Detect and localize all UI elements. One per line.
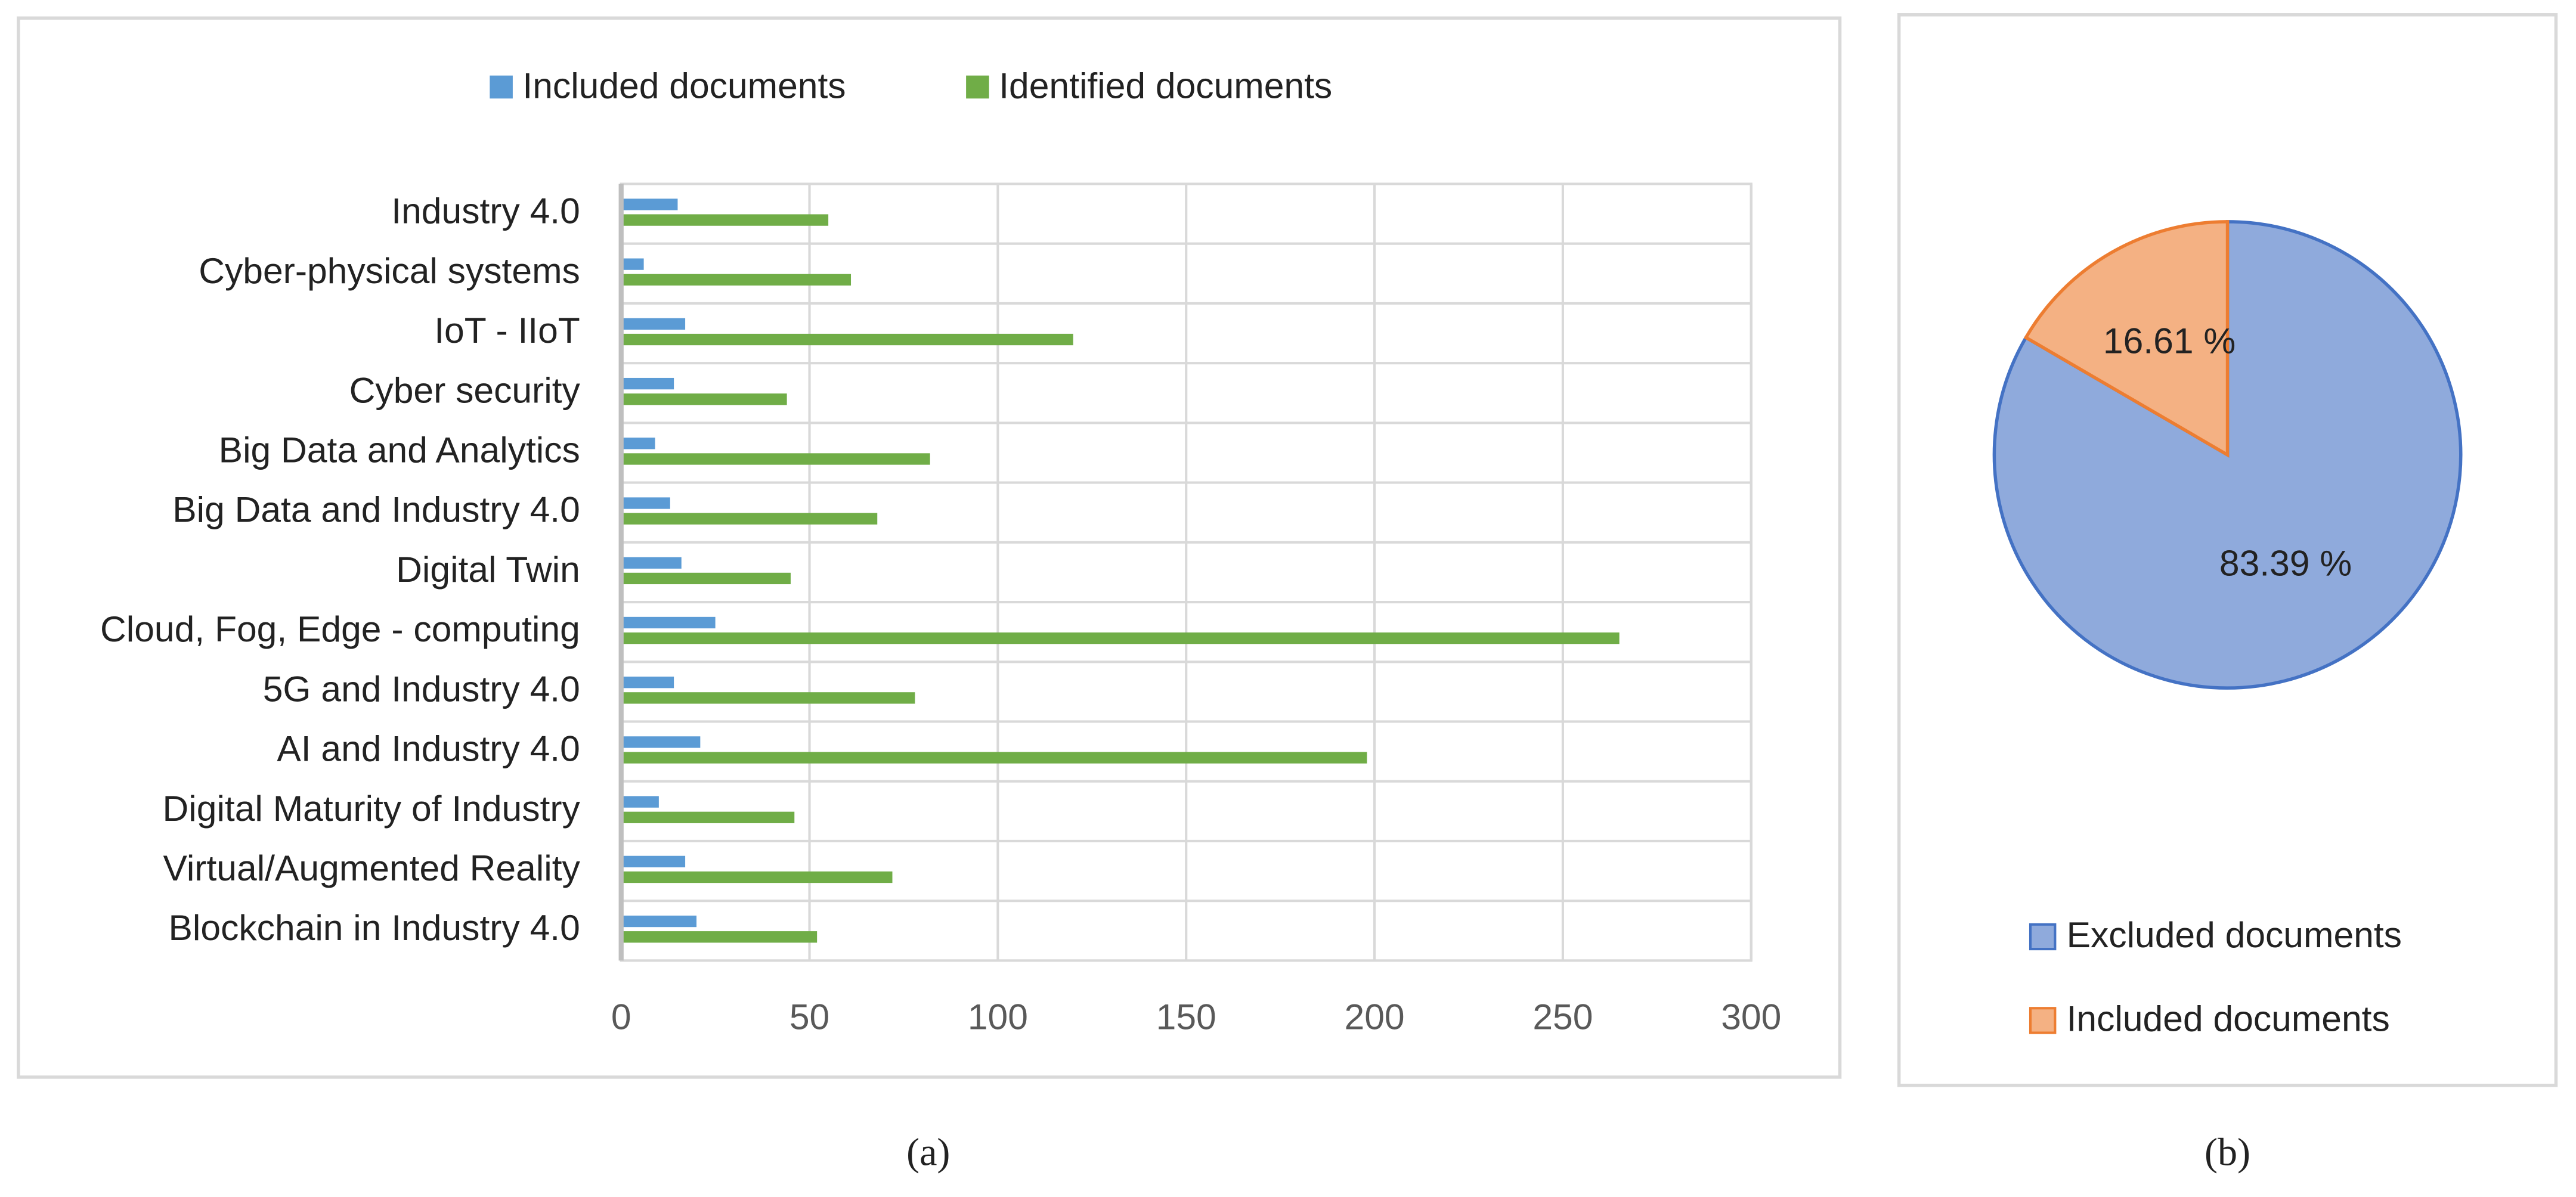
y-tick-label: Big Data and Analytics	[219, 429, 580, 470]
bar	[621, 438, 655, 449]
x-tick-label: 200	[1345, 997, 1405, 1037]
y-tick-label: 5G and Industry 4.0	[263, 668, 580, 709]
y-tick-label: Digital Maturity of Industry	[163, 788, 581, 829]
y-tick-label: Cyber security	[349, 370, 581, 410]
pie-slice	[2023, 220, 2230, 458]
bar	[621, 377, 674, 390]
bar	[621, 677, 674, 689]
legend-label: Excluded documents	[2067, 914, 2402, 955]
bar	[621, 632, 1620, 644]
bar	[621, 393, 787, 405]
y-tick-label: Virtual/Augmented Reality	[163, 848, 581, 888]
bar	[621, 318, 686, 330]
bar	[621, 199, 678, 210]
bar	[621, 752, 1367, 764]
legend-label: Included documents	[522, 66, 846, 106]
bar	[621, 453, 930, 465]
y-tick-label: Industry 4.0	[391, 191, 580, 231]
bar	[621, 274, 852, 286]
y-tick-label: Blockchain in Industry 4.0	[169, 907, 580, 948]
bar	[621, 557, 682, 569]
bar	[621, 796, 659, 808]
y-tick-label: AI and Industry 4.0	[277, 728, 580, 769]
bar	[621, 616, 716, 629]
bar	[621, 333, 1073, 346]
bar	[621, 736, 701, 748]
bar	[621, 214, 829, 226]
y-tick-label: Digital Twin	[396, 549, 580, 590]
legend-swatch	[490, 75, 513, 99]
caption: (a)	[906, 1130, 950, 1174]
x-tick-label: 250	[1532, 997, 1593, 1037]
legend-label: Included documents	[2067, 998, 2390, 1038]
slice-label: 16.61 %	[2103, 320, 2236, 361]
bar	[621, 513, 878, 525]
legend-swatch	[966, 75, 989, 99]
bar	[621, 497, 670, 509]
legend-label: Identified documents	[999, 66, 1332, 106]
bar	[621, 931, 818, 943]
y-tick-label: Cyber-physical systems	[199, 250, 580, 291]
bar	[621, 258, 644, 270]
bar	[621, 811, 795, 823]
y-tick-label: Cloud, Fog, Edge - computing	[100, 609, 580, 649]
slice-label: 83.39 %	[2219, 542, 2352, 583]
bar	[621, 915, 697, 928]
bar	[621, 692, 915, 704]
legend-swatch	[2029, 923, 2057, 951]
x-tick-label: 100	[968, 997, 1028, 1037]
x-tick-label: 50	[789, 997, 829, 1037]
bar	[621, 572, 791, 585]
y-tick-label: IoT - IIoT	[434, 310, 580, 351]
y-tick-label: Big Data and Industry 4.0	[172, 489, 580, 530]
caption: (b)	[2205, 1130, 2250, 1174]
x-tick-label: 0	[611, 997, 631, 1037]
bar	[621, 855, 686, 867]
x-tick-label: 150	[1156, 997, 1216, 1037]
x-tick-label: 300	[1721, 997, 1781, 1037]
legend-swatch	[2029, 1007, 2057, 1034]
bar	[621, 871, 893, 883]
